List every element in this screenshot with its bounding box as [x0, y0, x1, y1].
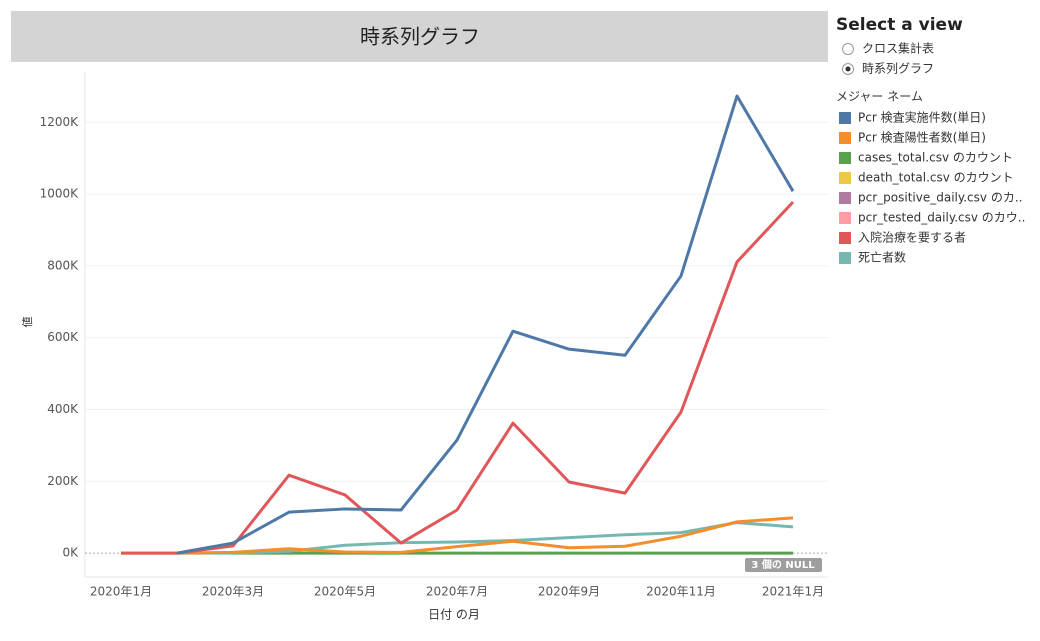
- legend-title: メジャー ネーム: [836, 90, 923, 104]
- legend-label: cases_total.csv のカウント: [858, 151, 1013, 165]
- y-tick-label: 200K: [47, 474, 79, 488]
- x-tick-label: 2021年1月: [762, 585, 824, 599]
- x-tick-label: 2020年5月: [314, 585, 376, 599]
- radio-label[interactable]: 時系列グラフ: [862, 62, 934, 76]
- legend-swatch: [839, 112, 851, 124]
- y-tick-label: 1000K: [40, 187, 80, 201]
- series-line: [177, 521, 794, 555]
- y-tick-label: 400K: [47, 402, 79, 416]
- legend-label: death_total.csv のカウント: [858, 171, 1014, 185]
- legend-swatch: [839, 132, 851, 144]
- x-tick-label: 2020年11月: [646, 585, 716, 599]
- y-tick-label: 600K: [47, 330, 79, 344]
- x-tick-label: 2020年7月: [426, 585, 488, 599]
- x-tick-label: 2020年3月: [202, 585, 264, 599]
- legend-swatch: [839, 192, 851, 204]
- legend-label: 入院治療を要する者: [858, 231, 966, 245]
- y-tick-label: 1200K: [40, 115, 80, 129]
- y-tick-label: 800K: [47, 258, 79, 272]
- selector-title: Select a view: [836, 15, 963, 35]
- series-line: [121, 200, 795, 555]
- legend-swatch: [839, 252, 851, 264]
- radio-dot: [845, 66, 851, 72]
- legend-label: pcr_positive_daily.csv のカ..: [858, 191, 1022, 205]
- title-bar: [11, 11, 828, 62]
- series-line: [176, 94, 795, 555]
- x-tick-label: 2020年1月: [90, 585, 152, 599]
- series-line: [121, 516, 794, 555]
- null-badge: [745, 558, 822, 572]
- legend-label: 死亡者数: [858, 250, 906, 265]
- y-axis-title: 値: [21, 317, 34, 328]
- legend-swatch: [839, 172, 851, 184]
- legend-label: pcr_tested_daily.csv のカウ..: [858, 211, 1025, 225]
- legend-label: Pcr 検査陽性者数(単日): [858, 130, 986, 145]
- x-tick-label: 2020年9月: [538, 585, 600, 599]
- radio-button[interactable]: [842, 43, 854, 55]
- y-tick-label: 0K: [62, 546, 79, 560]
- chart-title: 時系列グラフ: [360, 25, 480, 49]
- legend-swatch: [839, 212, 851, 224]
- x-axis-title: 日付 の月: [428, 608, 480, 622]
- null-badge-label: 3 個の NULL: [751, 558, 815, 571]
- legend-label: Pcr 検査実施件数(単日): [858, 110, 986, 125]
- radio-label[interactable]: クロス集計表: [862, 41, 934, 56]
- legend-swatch: [839, 152, 851, 164]
- legend-swatch: [839, 232, 851, 244]
